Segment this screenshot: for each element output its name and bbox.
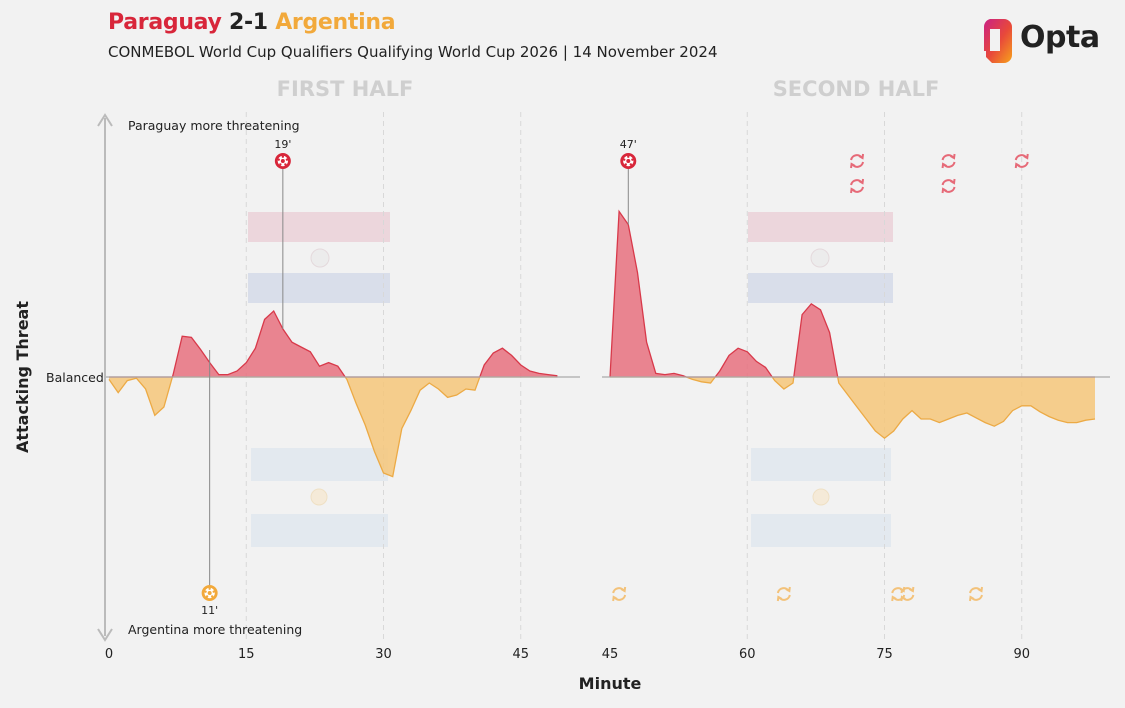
x-tick-label: 60 xyxy=(739,647,756,662)
x-tick-label: 45 xyxy=(602,647,619,662)
paraguay-threat-area xyxy=(109,311,558,377)
paraguay-substitution-icon xyxy=(850,178,865,194)
paraguay-substitution-icon xyxy=(1014,153,1029,169)
match-score: 2-1 xyxy=(228,10,268,35)
argentina-threat-area xyxy=(109,377,558,477)
y-axis-title: Attacking Threat xyxy=(13,301,32,453)
x-tick-label: 0 xyxy=(105,647,113,662)
bottom-note: Argentina more threatening xyxy=(128,622,302,637)
opta-brand-text: Opta xyxy=(1020,20,1100,55)
argentina-substitution-icon xyxy=(776,586,791,602)
x-tick-labels: 0 15 30 45 45 60 75 90 xyxy=(105,647,1030,662)
x-tick-label: 75 xyxy=(876,647,893,662)
first-half-title: FIRST HALF xyxy=(277,77,414,101)
paraguay-substitution-icon xyxy=(941,178,956,194)
second-half-title: SECOND HALF xyxy=(773,77,940,101)
goal-minute-label: 47' xyxy=(620,138,637,151)
x-tick-label: 15 xyxy=(238,647,255,662)
argentina-substitution-icon xyxy=(969,586,983,602)
x-tick-label: 45 xyxy=(512,647,529,662)
threat-axis-arrow xyxy=(97,113,113,642)
x-tick-label: 90 xyxy=(1013,647,1030,662)
paraguay-goal-icon xyxy=(620,153,637,169)
home-team-name: Paraguay xyxy=(108,10,222,35)
chart-subtitle: CONMEBOL World Cup Qualifiers Qualifying… xyxy=(108,43,718,61)
argentina-flag-first-half xyxy=(251,448,388,547)
opta-logo: Opta xyxy=(972,16,1102,66)
match-events: 19' 47' 11' xyxy=(201,138,1029,617)
opta-logo-icon xyxy=(982,19,1012,63)
argentina-goal-icon xyxy=(201,585,218,601)
threat-areas xyxy=(108,209,1096,478)
goal-minute-label: 19' xyxy=(274,138,291,151)
paraguay-substitution-icon xyxy=(941,153,956,169)
top-note: Paraguay more threatening xyxy=(128,118,300,133)
argentina-flag-second-half xyxy=(751,448,891,547)
paraguay-threat-line xyxy=(109,309,558,378)
argentina-threat-area xyxy=(610,377,1095,439)
argentina-substitution-icon xyxy=(612,586,627,602)
balanced-label: Balanced xyxy=(46,370,104,385)
x-axis-title: Minute xyxy=(579,674,642,693)
paraguay-substitution-icon xyxy=(850,153,865,169)
chart-title: Paraguay 2-1 Argentina xyxy=(108,10,396,35)
paraguay-flag-second-half xyxy=(748,212,893,303)
paraguay-goal-icon xyxy=(274,153,291,169)
x-tick-label: 30 xyxy=(375,647,392,662)
argentina-substitution-icon xyxy=(900,586,915,602)
goal-minute-label: 11' xyxy=(201,604,218,617)
paraguay-flag-first-half xyxy=(248,212,390,303)
away-team-name: Argentina xyxy=(275,10,396,35)
